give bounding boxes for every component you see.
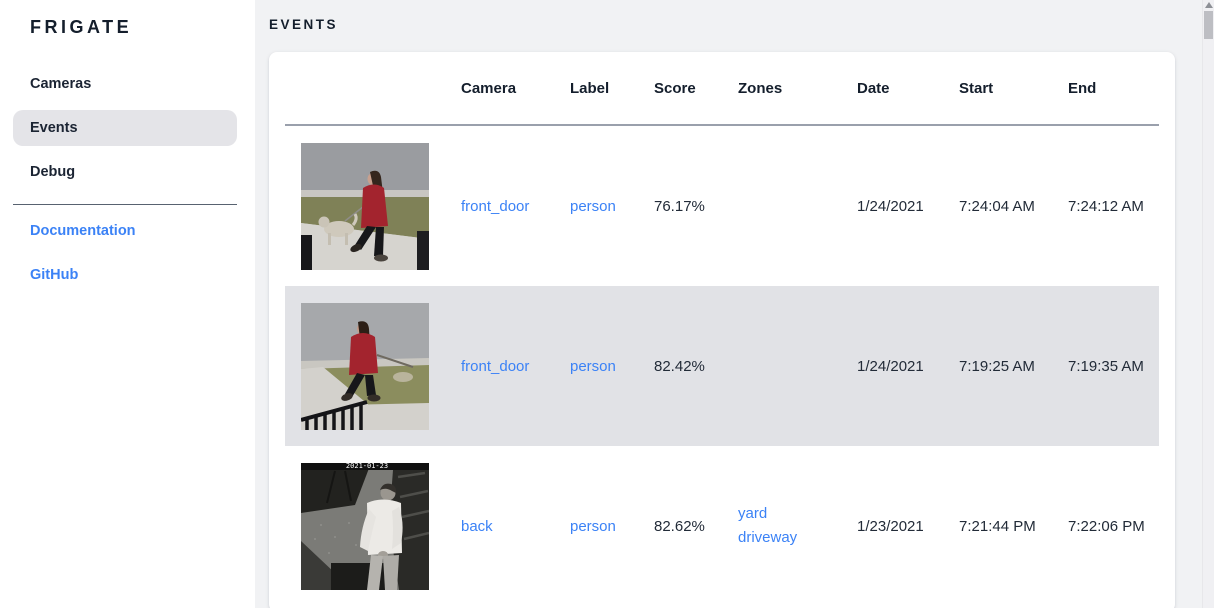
column-header-date: Date: [857, 79, 890, 97]
event-score: 76.17%: [654, 197, 705, 215]
sidebar-item-label: Events: [30, 120, 78, 136]
event-date: 1/24/2021: [857, 197, 924, 215]
event-start-time: 7:24:04 AM: [959, 197, 1035, 215]
vertical-scrollbar[interactable]: [1202, 0, 1214, 608]
events-card: Camera Label Score Zones Date Start End: [269, 52, 1175, 608]
thumbnail-timestamp-overlay: 2021-01-23: [346, 463, 388, 470]
event-thumbnail-cell: [285, 302, 461, 430]
column-header-zones: Zones: [738, 79, 783, 97]
event-label-link[interactable]: person: [570, 357, 616, 375]
sidebar-item-debug[interactable]: Debug: [13, 154, 237, 190]
event-thumbnail-man-night-infrared[interactable]: 2021-01-23: [301, 462, 429, 590]
event-camera-link[interactable]: front_door: [461, 197, 530, 215]
event-label-link[interactable]: person: [570, 197, 616, 215]
event-row[interactable]: front_door person 76.17% 1/24/2021 7:24:…: [285, 126, 1159, 286]
event-date: 1/24/2021: [857, 357, 924, 375]
sidebar-link-label: Documentation: [30, 223, 136, 239]
event-zones: yard driveway: [738, 502, 857, 550]
sidebar-link-label: GitHub: [30, 267, 79, 283]
scroll-up-arrow-icon[interactable]: [1205, 2, 1213, 8]
event-end-time: 7:24:12 AM: [1068, 197, 1144, 215]
event-end-time: 7:19:35 AM: [1068, 357, 1144, 375]
sidebar-nav: Cameras Events Debug Documentation GitHu…: [0, 66, 255, 301]
page-title: EVENTS: [269, 17, 339, 32]
sidebar-item-events[interactable]: Events: [13, 110, 237, 146]
event-thumbnail-woman-red-coat-dog[interactable]: [301, 142, 429, 270]
event-camera-link[interactable]: back: [461, 517, 493, 535]
event-row[interactable]: 2021-01-23 back person 82.62% yard drive…: [285, 446, 1159, 606]
event-zone-link[interactable]: driveway: [738, 529, 798, 546]
column-header-score: Score: [654, 79, 696, 97]
event-start-time: 7:21:44 PM: [959, 517, 1036, 535]
event-thumbnail-cell: 2021-01-23: [285, 462, 461, 590]
column-header-label: Label: [570, 79, 610, 97]
event-row-selected[interactable]: front_door person 82.42% 1/24/2021 7:19:…: [285, 286, 1159, 446]
event-score: 82.62%: [654, 517, 705, 535]
event-date: 1/23/2021: [857, 517, 924, 535]
sidebar-divider: [13, 204, 237, 205]
sidebar-item-cameras[interactable]: Cameras: [13, 66, 237, 102]
sidebar-item-label: Cameras: [30, 76, 92, 92]
event-score: 82.42%: [654, 357, 705, 375]
sidebar-link-github[interactable]: GitHub: [13, 257, 237, 293]
scrollbar-thumb[interactable]: [1204, 11, 1213, 39]
event-camera-link[interactable]: front_door: [461, 357, 530, 375]
sidebar-item-label: Debug: [30, 164, 76, 180]
event-start-time: 7:19:25 AM: [959, 357, 1035, 375]
event-thumbnail-cell: [285, 142, 461, 270]
table-header-row: Camera Label Score Zones Date Start End: [285, 52, 1159, 126]
column-header-start: Start: [959, 79, 994, 97]
column-header-camera: Camera: [461, 79, 517, 97]
event-thumbnail-woman-red-hoodie-railing[interactable]: [301, 302, 429, 430]
column-header-end: End: [1068, 79, 1097, 97]
sidebar-link-documentation[interactable]: Documentation: [13, 213, 237, 249]
event-label-link[interactable]: person: [570, 517, 616, 535]
sidebar: FRIGATE Cameras Events Debug Documentati…: [0, 0, 255, 608]
event-zone-link[interactable]: yard: [738, 505, 768, 522]
main-content: EVENTS Camera Label Score Zones Date Sta…: [255, 0, 1202, 608]
event-end-time: 7:22:06 PM: [1068, 517, 1145, 535]
app-logo: FRIGATE: [30, 17, 133, 37]
